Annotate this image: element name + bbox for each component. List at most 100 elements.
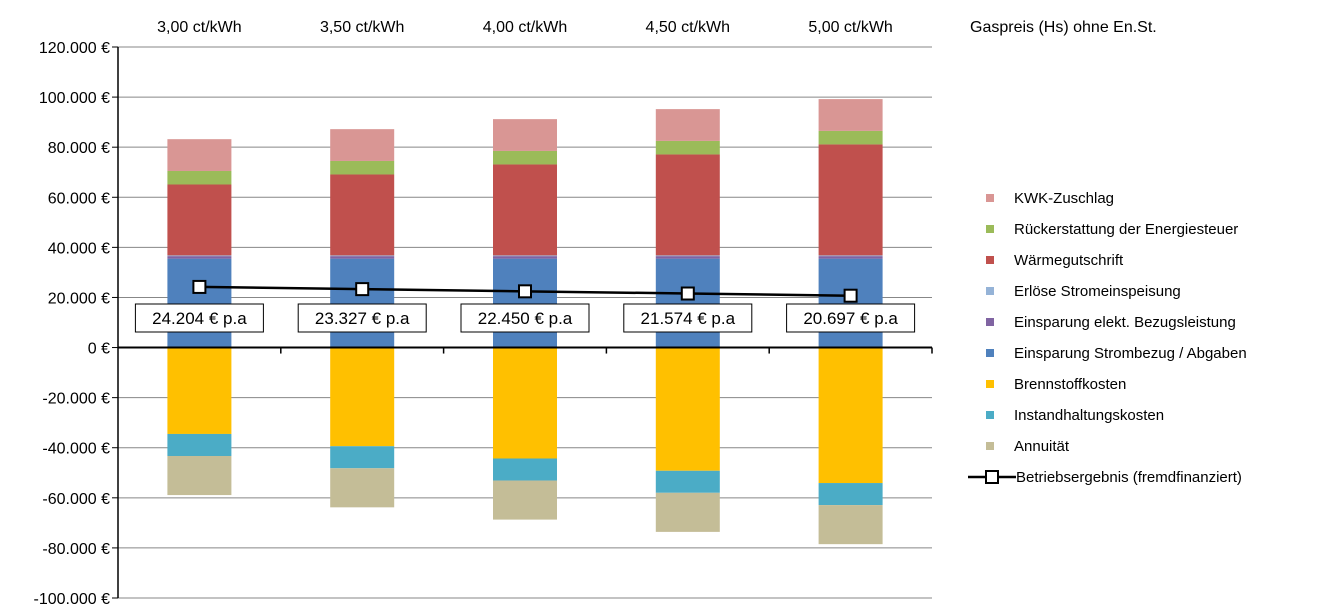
bar-segment (330, 468, 395, 508)
y-axis-tick-labels: 120.000 € 100.000 € 80.000 € 60.000 € 40.000… (33, 40, 110, 608)
result-value-label: 20.697 € p.a (803, 309, 898, 328)
bar-segment (818, 130, 883, 145)
result-value-label: 23.327 € p.a (315, 309, 410, 328)
result-value-box (623, 303, 753, 333)
legend-swatch (986, 349, 994, 357)
bar-segment (818, 483, 883, 506)
bar-segment (655, 258, 720, 348)
legend-label: Einsparung Strombezug / Abgaben (1014, 345, 1247, 362)
y-tick-label: 40.000 € (48, 240, 110, 257)
legend-label: Instandhaltungskosten (1014, 407, 1164, 424)
result-marker (680, 286, 695, 301)
y-tick-label: -80.000 € (42, 541, 110, 558)
legend-label: Annuität (1014, 438, 1070, 455)
legend: KWK-Zuschlag Rückerstattung der Energiest… (968, 190, 1247, 486)
bar-segment (818, 258, 883, 348)
legend-swatch (986, 194, 994, 202)
legend-label: KWK-Zuschlag (1014, 190, 1114, 207)
y-tick-label: 120.000 € (39, 40, 110, 57)
result-value-box (460, 303, 590, 333)
bar-segment (818, 99, 883, 131)
bar-segment (655, 109, 720, 141)
x-category-label: 4,50 ct/kWh (646, 19, 730, 36)
y-tick-label: 100.000 € (39, 90, 110, 107)
legend-label: Erlöse Stromeinspeisung (1014, 283, 1181, 300)
bar-segment (167, 184, 232, 256)
result-value-label: 21.574 € p.a (641, 309, 736, 328)
x-category-label: 4,00 ct/kWh (483, 19, 567, 36)
bar-segment (330, 256, 395, 259)
x-category-label: 5,00 ct/kWh (808, 19, 892, 36)
legend-label: Betriebsergebnis (fremdfinanziert) (1016, 469, 1242, 486)
legend-label: Wärmegutschrift (1014, 252, 1124, 269)
bar-segment (655, 154, 720, 256)
bar-segment (330, 129, 395, 161)
y-tick-label: 60.000 € (48, 190, 110, 207)
result-value-label: 24.204 € p.a (152, 309, 247, 328)
legend-label: Einsparung elekt. Bezugsleistung (1014, 314, 1236, 331)
bar-segment (167, 139, 232, 171)
legend-swatch (986, 256, 994, 264)
legend-swatch (986, 225, 994, 233)
bar-segment (330, 160, 395, 175)
bar-segment (655, 255, 720, 257)
legend-swatch (986, 318, 994, 326)
result-marker (518, 284, 532, 299)
legend-swatch (986, 380, 994, 388)
y-tick-label: -100.000 € (33, 591, 110, 608)
y-tick-label: 0 € (88, 341, 110, 358)
line-value-labels: 24.204 € p.a 23.327 € p.a 22.450 € p.a 21.5… (134, 303, 916, 333)
bar-segment (818, 347, 883, 484)
legend-line-marker (985, 470, 999, 484)
bar-segment (655, 470, 720, 493)
bar-segment (655, 492, 720, 532)
x-category-label: 3,50 ct/kWh (320, 19, 404, 36)
result-value-box (134, 303, 264, 333)
bar-segment (167, 170, 232, 185)
result-marker (192, 279, 207, 294)
bar-segment (655, 347, 720, 471)
x-category-label: 3,00 ct/kWh (157, 19, 241, 36)
bar-segment (493, 258, 557, 348)
bar-segment (493, 458, 557, 481)
axes (112, 46, 933, 599)
bar-segment (818, 255, 883, 257)
bar-segment (167, 455, 232, 496)
bar-segment (330, 347, 395, 447)
legend-swatch (986, 287, 994, 295)
y-tick-label: -20.000 € (42, 391, 110, 408)
y-tick-label: -40.000 € (42, 441, 110, 458)
bar-segment (167, 256, 232, 259)
bar-segment (167, 433, 232, 456)
result-marker (843, 288, 858, 303)
bar-segment (818, 256, 883, 259)
legend-label: Rückerstattung der Energiesteuer (1014, 221, 1238, 238)
bar-segment (330, 255, 395, 257)
legend-label: Brennstoffkosten (1014, 376, 1126, 393)
result-value-box (297, 303, 427, 333)
bar-segment (655, 256, 720, 259)
bar-segment (493, 256, 557, 259)
bar-segment (818, 505, 883, 545)
y-tick-label: 80.000 € (48, 140, 110, 157)
result-value-label: 22.450 € p.a (478, 309, 573, 328)
bar-segment (167, 258, 232, 348)
category-axis-title: Gaspreis (Hs) ohne En.St. (970, 19, 1157, 36)
bar-segment (493, 119, 557, 151)
bar-segment (818, 144, 883, 256)
bar-segment (493, 480, 557, 520)
bar-segment (330, 258, 395, 348)
x-axis-category-labels: 3,00 ct/kWh 3,50 ct/kWh 4,00 ct/kWh 4,50 ct… (157, 19, 893, 36)
bar-segment (493, 164, 557, 256)
bar-stacks (167, 99, 883, 545)
bar-segment (655, 140, 720, 155)
bar-segment (493, 347, 557, 459)
bar-segment (330, 174, 395, 256)
legend-swatch (986, 411, 994, 419)
result-marker (355, 282, 370, 297)
legend-swatch (986, 442, 994, 450)
y-tick-label: 20.000 € (48, 290, 110, 307)
bar-segment (493, 255, 557, 257)
result-value-box (786, 303, 916, 333)
